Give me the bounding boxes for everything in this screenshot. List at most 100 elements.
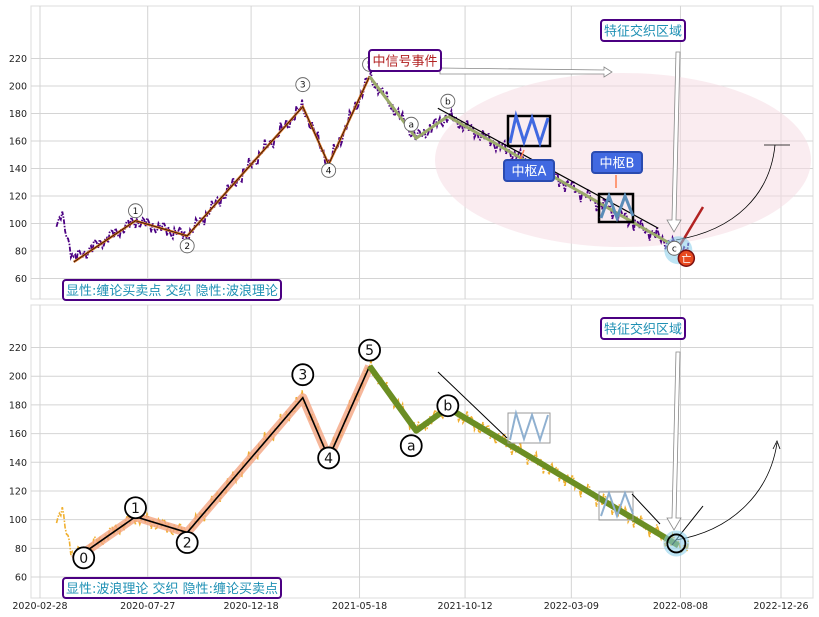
pivot-b-zigzag (600, 489, 634, 520)
bottom-y-tick-label: 140 (9, 458, 27, 469)
wave-label: b (443, 399, 452, 415)
wave-label-circle (436, 394, 460, 418)
wave-label-circle (403, 116, 419, 132)
x-axis-ticks: 2020-02-28 2020-07-27 2020-12-18 2021-05-18… (12, 601, 808, 612)
wave-label-circle (295, 77, 311, 93)
x-tick-label: 2020-02-28 (12, 601, 67, 612)
bottom-y-tick-label: 160 (9, 429, 27, 440)
bottom-y-tick-label: 100 (9, 515, 27, 526)
end-marker (677, 249, 696, 267)
pivot-a-zigzag (509, 409, 549, 444)
bottom-panel: 60 80 100 120 140 160 180 200 220 0 1 2 3 4 5 a b 特征交织区域显… (9, 304, 814, 599)
top-y-tick-label: 60 (15, 274, 27, 285)
trend-line-1 (437, 371, 508, 439)
forecast-arrowhead (772, 440, 781, 450)
x-tick-label: 2022-03-09 (544, 601, 599, 612)
impulse-line (73, 365, 371, 561)
region-arrow (666, 351, 682, 531)
top-y-tick-label: 220 (9, 54, 27, 65)
end-marker-label: 亡 (681, 252, 691, 265)
top-panel: 6080100120140160180200220亡012345abc中信号事件… (9, 5, 814, 301)
wave-label: 3 (298, 368, 307, 384)
wave-label: a (407, 439, 416, 455)
correction-line (367, 364, 680, 549)
wave-label: 1 (133, 207, 139, 217)
wave-label-circle (440, 93, 456, 109)
end-circle (666, 533, 687, 554)
x-tick-label: 2020-12-18 (223, 601, 278, 612)
top-y-tick-label: 140 (9, 164, 27, 175)
top-y-tick-label: 100 (9, 219, 27, 230)
bottom-y-tick-label: 180 (9, 400, 27, 411)
top-y-tick-label: 120 (9, 192, 27, 203)
wave-label-circle (358, 338, 381, 362)
x-tick-label: 2022-08-08 (653, 601, 708, 612)
wave-label: 2 (184, 242, 190, 252)
top-note-label: 显性:缠论买卖点 交织 隐性:波浪理论 (66, 283, 278, 299)
wave-label-circle (399, 434, 423, 458)
correction-ab (368, 75, 449, 141)
top-note-label-box (62, 279, 282, 301)
feature-region-label: 特征交织区域 (604, 24, 682, 40)
wave-label-circle (666, 240, 682, 256)
top-y-tick-label: 80 (15, 247, 27, 258)
forecast-arrow (675, 144, 776, 241)
x-tick-label: 2021-05-18 (332, 601, 387, 612)
wave-label: 0 (79, 551, 88, 567)
bottom-y-tick-label: 200 (9, 372, 27, 383)
pivot-b-box (598, 491, 634, 521)
wave-label: a (408, 120, 414, 130)
signal-arrow (439, 66, 613, 78)
trend-line-2 (631, 493, 661, 525)
pivot-a-label: 中枢A (512, 165, 547, 180)
pivot-b-zigzag (599, 191, 635, 223)
pivot-b-label: 中枢B (600, 157, 635, 172)
signal-event-label: 中信号事件 (372, 55, 437, 70)
wave-label-circle (124, 496, 147, 520)
wave-label-circle (175, 531, 199, 554)
wave-label-circle (321, 162, 337, 178)
wave-label-circle (128, 203, 143, 219)
feature-region-label-box (600, 19, 686, 42)
bottom-note-label: 显性:波浪理论 交织 隐性:缠论买卖点 (66, 581, 278, 597)
x-tick-label: 2022-12-26 (753, 601, 808, 612)
wave-label-circle (179, 238, 195, 254)
wave-label: 5 (365, 343, 374, 359)
wave-label: 3 (300, 81, 306, 91)
bottom-y-tick-label: 60 (15, 573, 27, 584)
pivot-a-box (506, 114, 552, 148)
correction-bc (447, 114, 680, 250)
wave-label-circle (72, 546, 96, 570)
feature-region-label-box (600, 317, 686, 340)
wave-label-circle (291, 363, 315, 387)
signal-event-label-box (368, 49, 442, 72)
bottom-y-tick-label: 120 (9, 486, 27, 497)
region-arrow (666, 51, 682, 233)
pivot-a-label-box (503, 159, 555, 182)
top-y-tick-label: 180 (9, 109, 27, 120)
wave-label: 2 (183, 536, 192, 552)
forecast-arrow (675, 442, 778, 541)
bottom-plot-area (30, 304, 814, 599)
bottom-y-tick-label: 220 (9, 343, 27, 354)
x-tick-label: 2021-10-12 (437, 601, 492, 612)
pivot-a-pointer (519, 149, 525, 161)
pivot-b-label-box (591, 151, 643, 174)
wave-label: b (445, 97, 451, 107)
pivot-b-box (597, 192, 635, 224)
bottom-note-label-box (62, 577, 282, 599)
x-tick-label: 2020-07-27 (120, 601, 175, 612)
impulse-stroke-core (73, 76, 370, 263)
wave-label: 4 (324, 451, 333, 467)
top-y-tick-label: 200 (9, 82, 27, 93)
wave-label: c (672, 244, 677, 254)
bottom-y-tick-label: 80 (15, 544, 27, 555)
pivot-a-zigzag (508, 110, 550, 148)
wave-label: 1 (131, 501, 140, 517)
top-y-tick-label: 160 (9, 137, 27, 148)
wave-label-circle (317, 446, 341, 470)
pivot-a-box (507, 412, 551, 444)
feature-region-label: 特征交织区域 (604, 322, 682, 338)
wave-label: 4 (326, 166, 332, 176)
